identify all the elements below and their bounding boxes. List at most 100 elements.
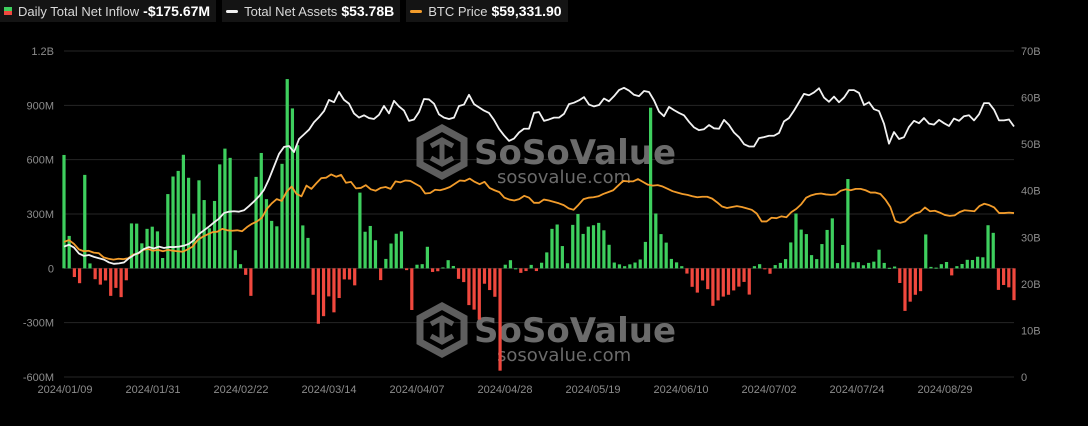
inflow-bar-negative [721, 268, 725, 297]
inflow-bar-negative [498, 268, 502, 371]
inflow-bar-positive [441, 267, 445, 269]
inflow-bar-positive [628, 264, 632, 269]
inflow-bar-positive [545, 252, 549, 269]
inflow-bar-positive [924, 234, 928, 269]
inflow-bar-negative [690, 268, 694, 287]
inflow-bar-positive [389, 243, 393, 269]
inflow-bar-negative [72, 268, 76, 278]
inflow-bar-positive [617, 264, 622, 269]
inflow-bar-negative [519, 268, 523, 273]
inflow-swatch-icon [4, 7, 12, 15]
y-right-tick-label: 50B [1021, 139, 1041, 151]
legend-btc-label: BTC Price [428, 3, 488, 19]
inflow-bar-negative [493, 268, 497, 297]
inflow-bar-positive [129, 223, 134, 269]
inflow-bar-positive [67, 235, 71, 269]
inflow-bar-negative [353, 268, 357, 286]
y-right-tick-label: 20B [1021, 279, 1041, 291]
inflow-bar-positive [555, 224, 559, 269]
inflow-bar-negative [124, 268, 128, 281]
inflow-bar-positive [664, 242, 668, 269]
y-right-tick-label: 30B [1021, 232, 1041, 244]
inflow-bar-negative [908, 268, 912, 302]
inflow-bar-positive [83, 174, 87, 269]
y-left-tick-label: 900M [26, 100, 54, 112]
inflow-bar-positive [955, 266, 959, 269]
inflow-bar-positive [135, 223, 139, 269]
inflow-bar-negative [716, 268, 720, 301]
y-right-tick-label: 10B [1021, 325, 1041, 337]
inflow-bar-positive [565, 263, 570, 269]
inflow-bar-positive [597, 222, 601, 269]
inflow-bars[interactable] [62, 79, 1016, 371]
inflow-bar-positive [264, 199, 269, 269]
inflow-bar-positive [451, 265, 455, 269]
inflow-bar-positive [301, 225, 305, 269]
inflow-bar-negative [763, 268, 767, 270]
inflow-bar-negative [742, 268, 746, 282]
inflow-bar-positive [295, 145, 300, 269]
y-left-tick-label: 300M [26, 209, 54, 221]
y-right-tick-label: 70B [1021, 46, 1041, 58]
inflow-bar-positive [571, 224, 575, 269]
inflow-bar-negative [93, 268, 97, 280]
inflow-bar-positive [815, 259, 819, 269]
axis-labels: -600M -300M 0 300M 600M 900M 1.2B 0 10B 20B 30B 40B… [23, 46, 1041, 396]
inflow-bar-positive [228, 157, 232, 269]
inflow-bar-negative [379, 268, 383, 281]
inflow-bar-positive [612, 262, 616, 269]
legend-item-btc[interactable]: BTC Price $59,331.90 [406, 0, 568, 22]
x-tick-label: 2024/07/02 [741, 384, 796, 396]
inflow-bar-negative [405, 268, 409, 271]
inflow-bar-positive [62, 154, 66, 269]
inflow-bar-positive [514, 268, 518, 270]
inflow-bar-negative [430, 268, 435, 272]
inflow-bar-negative [685, 268, 689, 274]
inflow-bar-positive [773, 265, 777, 269]
inflow-bar-negative [321, 268, 326, 317]
inflow-bar-negative [700, 268, 705, 281]
inflow-bar-positive [202, 200, 206, 269]
inflow-bar-positive [960, 263, 964, 269]
inflow-bar-negative [311, 268, 315, 295]
series-lines[interactable] [63, 86, 1015, 265]
inflow-bar-positive [872, 261, 876, 269]
inflow-bar-negative [534, 268, 539, 272]
inflow-bar-negative [114, 268, 118, 288]
inflow-bar-negative [119, 268, 123, 298]
inflow-bar-positive [270, 220, 274, 269]
y-left-tick-label: 0 [48, 263, 54, 275]
inflow-bar-positive [830, 218, 834, 269]
legend-assets-value: $53.78B [341, 3, 395, 19]
watermark-url-bottom: sosovalue.com [497, 345, 631, 366]
inflow-bar-positive [529, 264, 533, 269]
inflow-bar-negative [77, 268, 82, 284]
y-left-tick-label: 600M [26, 155, 54, 167]
y-left-tick-label: -300M [23, 318, 54, 330]
inflow-bar-positive [799, 229, 803, 269]
inflow-bar-positive [363, 231, 367, 269]
inflow-bar-positive [633, 262, 637, 269]
inflow-bar-positive [207, 228, 211, 269]
inflow-bar-positive [944, 261, 949, 269]
legend-item-assets[interactable]: Total Net Assets $53.78B [222, 0, 401, 22]
inflow-bar-positive [88, 263, 92, 269]
inflow-bar-positive [991, 232, 995, 269]
inflow-bar-negative [711, 268, 715, 306]
inflow-bar-positive [976, 256, 980, 269]
legend-inflow-label: Daily Total Net Inflow [18, 3, 140, 19]
inflow-bar-positive [623, 266, 627, 269]
inflow-bar-positive [804, 234, 808, 269]
inflow-bar-positive [607, 244, 611, 269]
legend-item-inflow[interactable]: Daily Total Net Inflow -$175.67M [0, 0, 217, 22]
legend-assets-label: Total Net Assets [244, 3, 338, 19]
inflow-bar-positive [846, 179, 850, 269]
inflow-bar-positive [576, 214, 580, 269]
inflow-bar-positive [643, 241, 648, 269]
inflow-bar-positive [539, 262, 544, 269]
inflow-bar-negative [456, 268, 461, 279]
inflow-bar-positive [508, 260, 513, 269]
y-right-tick-label: 40B [1021, 186, 1041, 198]
inflow-bar-positive [171, 176, 175, 269]
